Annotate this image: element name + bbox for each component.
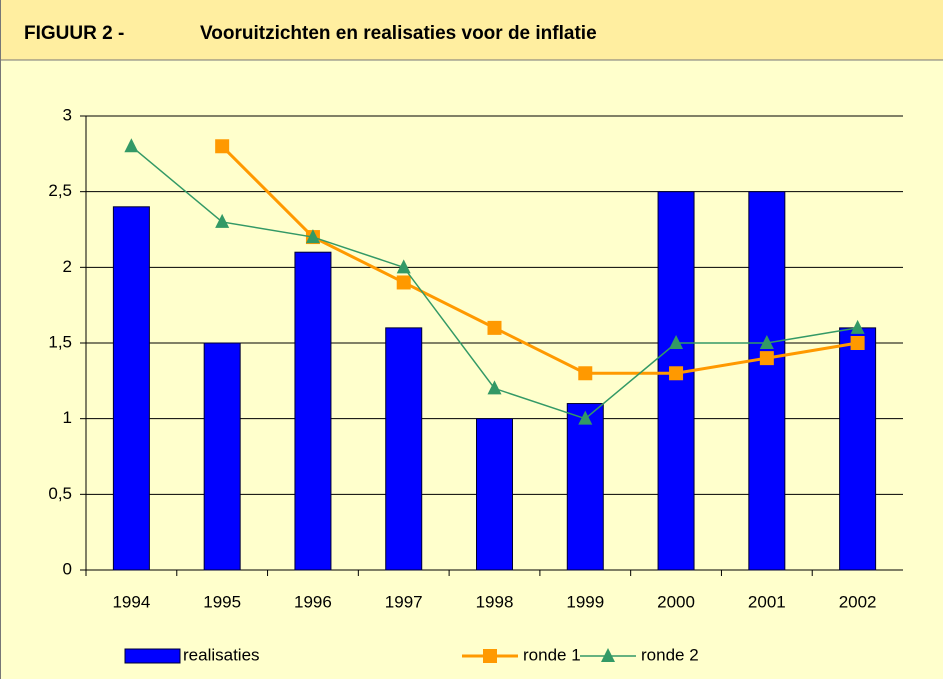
x-tick-label: 2002 — [839, 592, 877, 611]
x-tick-label: 1994 — [112, 592, 150, 611]
marker — [669, 335, 684, 349]
legend-swatch — [124, 648, 181, 664]
bar — [294, 251, 332, 571]
x-tick-label: 2000 — [657, 592, 695, 611]
marker — [850, 336, 865, 350]
y-tick-label: 3 — [63, 105, 72, 124]
marker — [483, 649, 497, 663]
marker — [487, 380, 502, 395]
marker — [578, 410, 593, 425]
x-tick-label: 1998 — [476, 592, 514, 611]
marker — [759, 335, 774, 349]
marker — [305, 229, 320, 244]
marker — [396, 275, 411, 290]
line — [221, 145, 858, 375]
y-tick-label: 2,5 — [48, 181, 72, 200]
bar — [839, 327, 877, 571]
marker — [850, 319, 865, 334]
legend-label: ronde 2 — [641, 645, 699, 664]
x-tick-label: 1999 — [566, 592, 604, 611]
figure-label: FIGUUR 2 - — [24, 23, 124, 44]
marker — [578, 366, 593, 381]
marker — [396, 259, 411, 274]
marker — [669, 366, 684, 381]
legend-label: realisaties — [183, 645, 260, 664]
x-tick-label: 1997 — [385, 592, 423, 611]
y-tick-label: 2 — [63, 257, 72, 276]
x-tick-label: 1995 — [203, 592, 241, 611]
bar — [748, 191, 786, 571]
marker — [215, 213, 230, 228]
x-tick-label: 2001 — [748, 592, 786, 611]
bar — [657, 191, 695, 571]
y-tick-label: 0 — [63, 559, 72, 578]
bar — [566, 403, 604, 571]
marker — [601, 648, 615, 662]
marker — [215, 139, 230, 154]
x-tick-label: 1996 — [294, 592, 332, 611]
header-band — [0, 0, 943, 60]
legend-label: ronde 1 — [523, 645, 581, 664]
bar — [112, 206, 150, 571]
bar — [476, 418, 513, 571]
marker — [759, 351, 774, 366]
y-tick-label: 1,5 — [48, 332, 72, 351]
chart-title: Vooruitzichten en realisaties voor de in… — [200, 23, 597, 44]
marker — [124, 138, 139, 153]
y-tick-label: 0,5 — [48, 484, 72, 503]
bar — [385, 327, 423, 571]
bar — [203, 342, 241, 571]
y-tick-label: 1 — [63, 408, 72, 427]
marker — [487, 320, 502, 335]
